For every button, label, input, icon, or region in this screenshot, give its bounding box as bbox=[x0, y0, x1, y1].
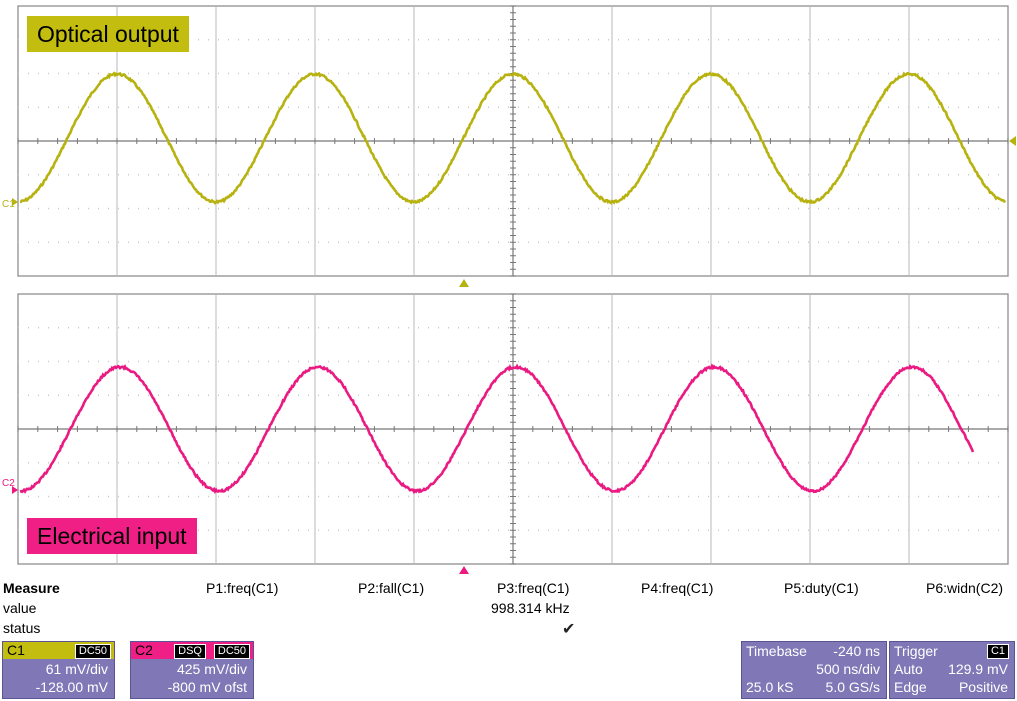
c2-marker-label: C2 bbox=[2, 478, 15, 489]
timebase-samples: 25.0 kS bbox=[746, 679, 794, 695]
measure-p5[interactable]: P5:duty(C1) bbox=[784, 580, 859, 596]
measure-p1[interactable]: P1:freq(C1) bbox=[206, 580, 279, 596]
trigger-level: 129.9 mV bbox=[948, 661, 1008, 677]
measure-p3[interactable]: P3:freq(C1) bbox=[497, 580, 570, 596]
c1-descriptor[interactable]: C1 DC50 61 mV/div -128.00 mV bbox=[2, 641, 115, 699]
c2-offset: -800 mV ofst bbox=[167, 679, 247, 695]
trigger-slope: Positive bbox=[958, 679, 1008, 695]
trigger-descriptor[interactable]: Trigger C1 Auto 129.9 mV Edge Positive bbox=[889, 641, 1015, 699]
c2-offset-marker bbox=[12, 486, 18, 494]
timebase-title: Timebase bbox=[746, 643, 807, 659]
c2-dsq-badge: DSQ bbox=[174, 644, 206, 659]
measure-title: Measure bbox=[3, 580, 60, 596]
timebase-delay: -240 ns bbox=[833, 643, 880, 659]
trigger-level-marker bbox=[1009, 136, 1016, 146]
optical-output-trace bbox=[19, 71, 1007, 205]
trigger-position-marker-top bbox=[459, 279, 469, 287]
electrical-input-trace bbox=[19, 363, 975, 495]
c1-coupling-badge: DC50 bbox=[74, 644, 111, 659]
timebase-descriptor[interactable]: Timebase -240 ns 500 ns/div 25.0 kS 5.0 … bbox=[741, 641, 887, 699]
measure-p3-status-check-icon: ✔ bbox=[562, 621, 576, 638]
c1-offset-marker bbox=[12, 198, 18, 206]
timebase-rate: 5.0 GS/s bbox=[825, 679, 880, 695]
measure-p2[interactable]: P2:fall(C1) bbox=[358, 580, 425, 596]
c2-name: C2 bbox=[135, 642, 153, 658]
trigger-type: Edge bbox=[894, 679, 927, 695]
measure-p4[interactable]: P4:freq(C1) bbox=[641, 580, 714, 596]
c1-name: C1 bbox=[7, 642, 25, 658]
measure-p6[interactable]: P6:widn(C2) bbox=[926, 580, 1004, 596]
measure-status-row-label: status bbox=[3, 620, 41, 636]
trigger-title: Trigger bbox=[894, 643, 938, 659]
c1-scale: 61 mV/div bbox=[45, 661, 108, 677]
trigger-mode: Auto bbox=[894, 661, 923, 677]
trigger-position-marker-bottom bbox=[459, 566, 469, 574]
electrical-input-label: Electrical input bbox=[27, 518, 197, 554]
optical-output-label: Optical output bbox=[27, 16, 189, 52]
c2-scale: 425 mV/div bbox=[176, 661, 247, 677]
trigger-source-badge: C1 bbox=[986, 644, 1009, 659]
c2-descriptor[interactable]: C2 DSQ DC50 425 mV/div -800 mV ofst bbox=[130, 641, 254, 699]
timebase-scale: 500 ns/div bbox=[816, 661, 880, 677]
measure-p3-value: 998.314 kHz bbox=[491, 600, 570, 616]
c1-offset: -128.00 mV bbox=[35, 679, 108, 695]
c1-marker-label: C1 bbox=[2, 199, 15, 210]
measure-value-row-label: value bbox=[3, 600, 37, 616]
c2-coupling-badge: DC50 bbox=[213, 644, 250, 659]
